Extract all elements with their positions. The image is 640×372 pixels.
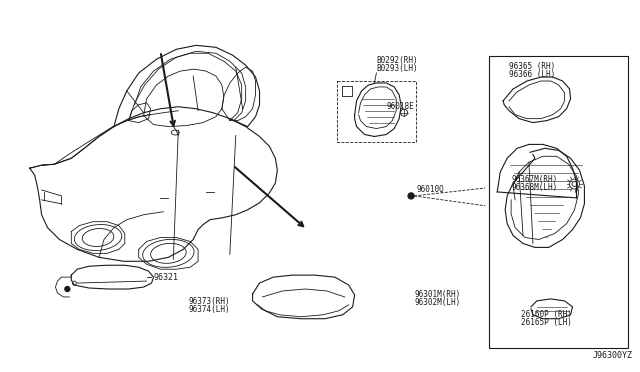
Bar bbox=[490, 56, 628, 349]
Text: 96018E: 96018E bbox=[387, 102, 414, 111]
Text: 96302M(LH): 96302M(LH) bbox=[414, 298, 460, 307]
Text: 26165P (LH): 26165P (LH) bbox=[521, 318, 572, 327]
Text: 96367M(RH): 96367M(RH) bbox=[511, 175, 557, 184]
Text: 96321: 96321 bbox=[154, 273, 179, 282]
Text: J96300YZ: J96300YZ bbox=[593, 351, 632, 360]
Text: 96301M(RH): 96301M(RH) bbox=[414, 290, 460, 299]
Text: 96368M(LH): 96368M(LH) bbox=[511, 183, 557, 192]
Text: 96365 (RH): 96365 (RH) bbox=[509, 62, 556, 71]
Text: 96010Q: 96010Q bbox=[416, 185, 444, 194]
Circle shape bbox=[408, 193, 414, 199]
Text: 26160P (RH): 26160P (RH) bbox=[521, 310, 572, 319]
Text: 96366 (LH): 96366 (LH) bbox=[509, 70, 556, 79]
Text: 96374(LH): 96374(LH) bbox=[188, 305, 230, 314]
Text: B0292(RH): B0292(RH) bbox=[376, 56, 418, 65]
Bar bbox=[337, 81, 416, 142]
Text: 96373(RH): 96373(RH) bbox=[188, 297, 230, 306]
Circle shape bbox=[65, 286, 70, 292]
Text: B0293(LH): B0293(LH) bbox=[376, 64, 418, 73]
